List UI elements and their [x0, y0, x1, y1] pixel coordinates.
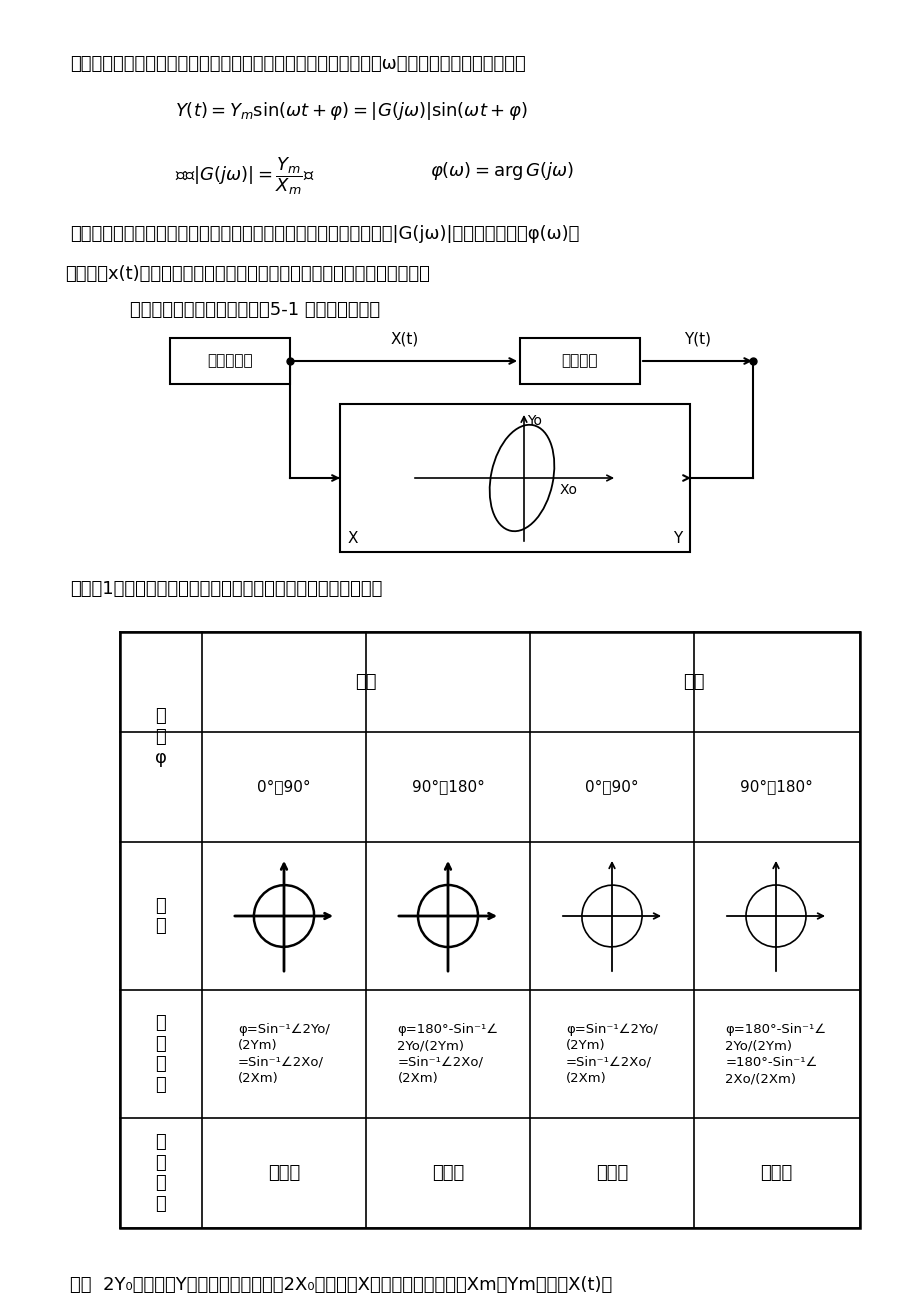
Text: φ=Sin⁻¹∠2Yo/
(2Ym)
=Sin⁻¹∠2Xo/
(2Xm): φ=Sin⁻¹∠2Yo/ (2Ym) =Sin⁻¹∠2Xo/ (2Xm) — [565, 1023, 657, 1086]
Text: 超前: 超前 — [355, 673, 377, 691]
Bar — [340, 404, 689, 552]
Text: Y: Y — [672, 531, 681, 546]
Text: 只要改变输入信号的频率，就可以测得输出信号与输入信号的幅值比|G(jω)|和它们的相位差φ(ω)。: 只要改变输入信号的频率，就可以测得输出信号与输入信号的幅值比|G(jω)|和它们… — [70, 225, 579, 243]
Text: 信号发生器: 信号发生器 — [207, 354, 253, 368]
Text: $Y(t) = Y_m \sin(\omega t + \varphi) = |G(j\omega)|\sin(\omega t + \varphi)$: $Y(t) = Y_m \sin(\omega t + \varphi) = |… — [175, 100, 527, 122]
Text: φ=Sin⁻¹∠2Yo/
(2Ym)
=Sin⁻¹∠2Xo/
(2Xm): φ=Sin⁻¹∠2Yo/ (2Ym) =Sin⁻¹∠2Xo/ (2Xm) — [238, 1023, 330, 1086]
Text: 90°～180°: 90°～180° — [739, 780, 811, 794]
Text: 逆时针: 逆时针 — [759, 1164, 791, 1182]
Text: 在表（1）中列出了超前于滞后时相位的计算公式和光点的转向。: 在表（1）中列出了超前于滞后时相位的计算公式和光点的转向。 — [70, 579, 382, 598]
Text: φ=180°-Sin⁻¹∠
2Yo/(2Ym)
=Sin⁻¹∠2Xo/
(2Xm): φ=180°-Sin⁻¹∠ 2Yo/(2Ym) =Sin⁻¹∠2Xo/ (2Xm… — [397, 1023, 498, 1086]
Text: 0°～90°: 0°～90° — [257, 780, 311, 794]
Text: 计
算
公
式: 计 算 公 式 — [155, 1014, 166, 1094]
Text: 与输入信号同频率的正弦信号，但其幅值和相位随着输入信号频率ω的改变而改变。输出信号为: 与输入信号同频率的正弦信号，但其幅值和相位随着输入信号频率ω的改变而改变。输出信… — [70, 55, 525, 73]
Text: Xo: Xo — [560, 483, 577, 497]
Text: 被测环节: 被测环节 — [562, 354, 597, 368]
Text: 滞后: 滞后 — [683, 673, 704, 691]
Text: $\varphi(\omega) = \arg G(j\omega)$: $\varphi(\omega) = \arg G(j\omega)$ — [429, 160, 573, 182]
Text: 光
点
转
向: 光 点 转 向 — [155, 1133, 166, 1213]
Text: 顺时针: 顺时针 — [267, 1164, 300, 1182]
Text: 图
形: 图 形 — [155, 897, 166, 935]
Bar — [119, 631, 859, 1228]
Text: 顺时针: 顺时针 — [431, 1164, 463, 1182]
Text: 本实验采用李沙育图形法，图5-1 为测试的方框图: 本实验采用李沙育图形法，图5-1 为测试的方框图 — [130, 301, 380, 319]
Text: 其中$|G(j\omega)| = \dfrac{Y_m}{X_m}$，: 其中$|G(j\omega)| = \dfrac{Y_m}{X_m}$， — [175, 155, 314, 197]
Bar — [519, 339, 640, 384]
Text: 0°～90°: 0°～90° — [584, 780, 638, 794]
Text: 表中  2Y₀为椭圆与Y轴交点之间的长度，2X₀为椭圆与X轴交点之间的距离，Xm和Ym分别为X(t)和: 表中 2Y₀为椭圆与Y轴交点之间的长度，2X₀为椭圆与X轴交点之间的距离，Xm和… — [70, 1276, 611, 1294]
Text: Yo: Yo — [527, 414, 541, 428]
Text: Y(t): Y(t) — [683, 332, 710, 348]
Text: φ=180°-Sin⁻¹∠
2Yo/(2Ym)
=180°-Sin⁻¹∠
2Xo/(2Xm): φ=180°-Sin⁻¹∠ 2Yo/(2Ym) =180°-Sin⁻¹∠ 2Xo… — [725, 1023, 825, 1086]
Text: 90°～180°: 90°～180° — [411, 780, 484, 794]
Text: 相
角
φ: 相 角 φ — [155, 707, 166, 767]
Text: 不断改变x(t)的频率，就可测得被测环节（系统）的幅频特性和相频特性。: 不断改变x(t)的频率，就可测得被测环节（系统）的幅频特性和相频特性。 — [65, 266, 429, 283]
Text: X(t): X(t) — [391, 332, 419, 348]
Text: X: X — [347, 531, 358, 546]
Bar — [170, 339, 289, 384]
Text: 逆时针: 逆时针 — [596, 1164, 628, 1182]
